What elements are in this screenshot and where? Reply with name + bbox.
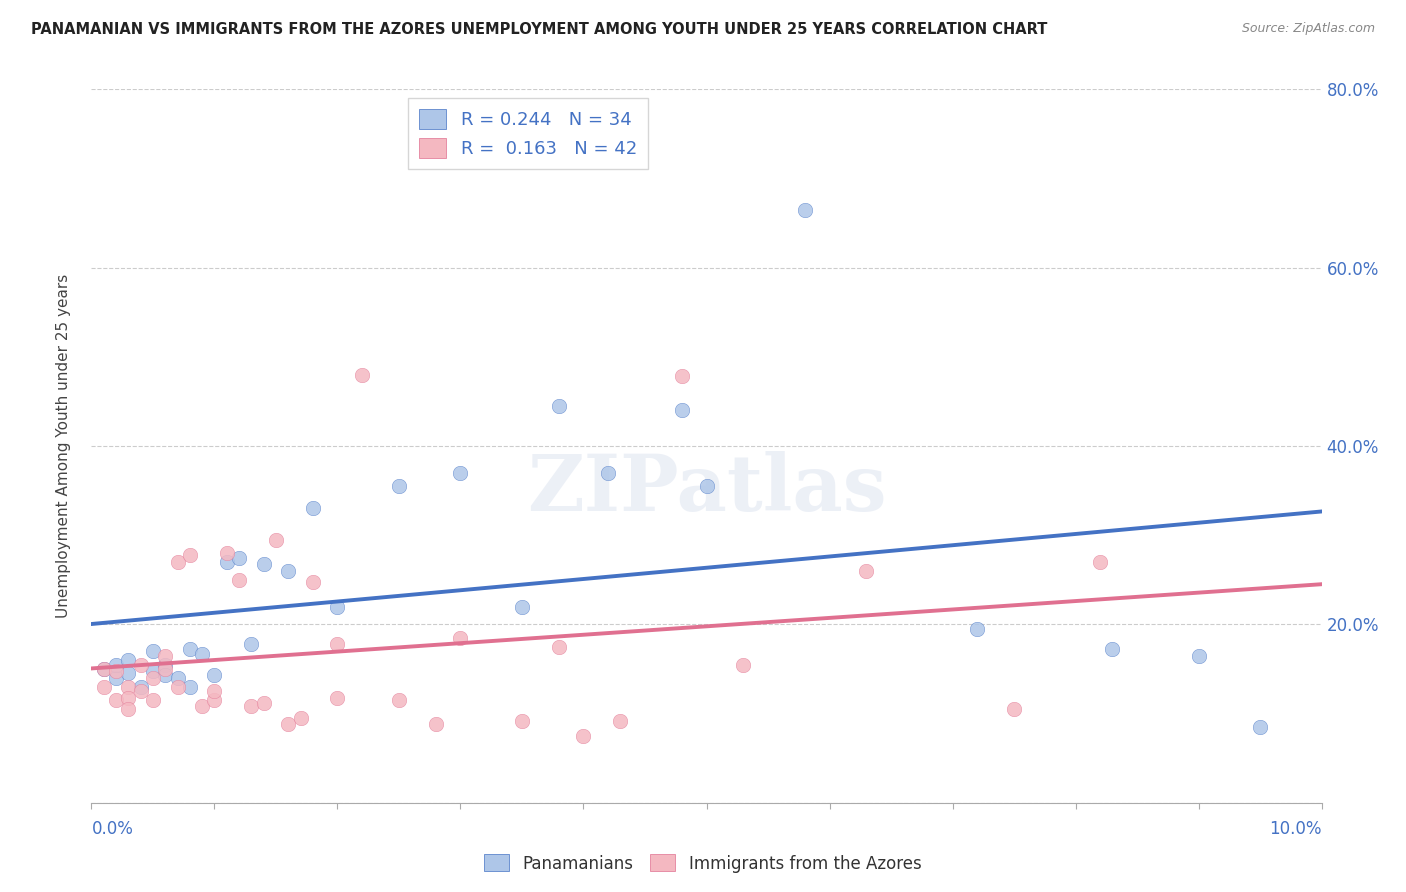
Text: 10.0%: 10.0% (1270, 820, 1322, 838)
Point (572, 729, 595, 743)
Point (166, 671, 188, 685)
Point (153, 657, 177, 672)
Point (117, 690, 139, 705)
Point (253, 696, 276, 710)
Point (388, 693, 411, 707)
Point (215, 555, 238, 569)
Point (191, 699, 214, 714)
Point (1249, 720, 1271, 734)
Point (179, 680, 201, 694)
Point (166, 555, 188, 569)
Point (547, 640, 569, 654)
Point (228, 573, 250, 587)
Point (202, 693, 225, 707)
Point (105, 657, 127, 672)
Point (326, 637, 349, 651)
Point (240, 637, 263, 651)
Point (153, 668, 177, 682)
Point (191, 647, 214, 661)
Point (1002, 702, 1025, 716)
Point (326, 599, 349, 614)
Point (228, 550, 250, 565)
Point (350, 368, 373, 382)
Point (277, 564, 299, 578)
Point (290, 711, 312, 725)
Point (793, 202, 815, 217)
Point (855, 564, 877, 578)
Point (733, 657, 755, 672)
Point (966, 622, 988, 636)
Point (671, 403, 693, 417)
Point (449, 631, 471, 645)
Point (202, 684, 225, 698)
Y-axis label: Unemployment Among Youth under 25 years: Unemployment Among Youth under 25 years (56, 274, 70, 618)
Point (105, 693, 127, 707)
Point (215, 546, 238, 560)
Text: Source: ZipAtlas.com: Source: ZipAtlas.com (1241, 22, 1375, 36)
Point (277, 717, 299, 731)
Point (142, 693, 165, 707)
Point (388, 479, 411, 493)
Point (596, 466, 619, 480)
Point (117, 680, 139, 694)
Text: ZIPatlas: ZIPatlas (527, 450, 886, 527)
Point (142, 671, 165, 685)
Point (142, 664, 165, 678)
Point (93, 680, 115, 694)
Point (105, 664, 127, 678)
Point (301, 501, 323, 516)
Point (142, 644, 165, 658)
Point (179, 548, 201, 562)
Point (696, 479, 718, 493)
Point (129, 657, 152, 672)
Text: PANAMANIAN VS IMMIGRANTS FROM THE AZORES UNEMPLOYMENT AMONG YOUTH UNDER 25 YEARS: PANAMANIAN VS IMMIGRANTS FROM THE AZORES… (31, 22, 1047, 37)
Point (240, 699, 263, 714)
Point (253, 557, 276, 571)
Point (301, 574, 323, 589)
Point (179, 642, 201, 657)
Point (129, 684, 152, 698)
Point (326, 690, 349, 705)
Point (547, 399, 569, 413)
Point (425, 717, 447, 731)
Point (609, 714, 631, 728)
Point (153, 648, 177, 663)
Point (1101, 642, 1123, 657)
Legend: R = 0.244   N = 34, R =  0.163   N = 42: R = 0.244 N = 34, R = 0.163 N = 42 (408, 98, 648, 169)
Point (671, 369, 693, 384)
Point (1088, 555, 1111, 569)
Point (202, 668, 225, 682)
Point (117, 666, 139, 681)
Point (449, 466, 471, 480)
Point (117, 653, 139, 667)
Point (510, 714, 533, 728)
Point (264, 533, 287, 547)
Point (166, 680, 188, 694)
Point (93, 662, 115, 676)
Point (153, 662, 177, 676)
Point (117, 702, 139, 716)
Text: 0.0%: 0.0% (91, 820, 134, 838)
Point (105, 671, 127, 685)
Point (129, 680, 152, 694)
Point (93, 662, 115, 676)
Legend: Panamanians, Immigrants from the Azores: Panamanians, Immigrants from the Azores (478, 847, 928, 880)
Point (1187, 648, 1209, 663)
Point (510, 599, 533, 614)
